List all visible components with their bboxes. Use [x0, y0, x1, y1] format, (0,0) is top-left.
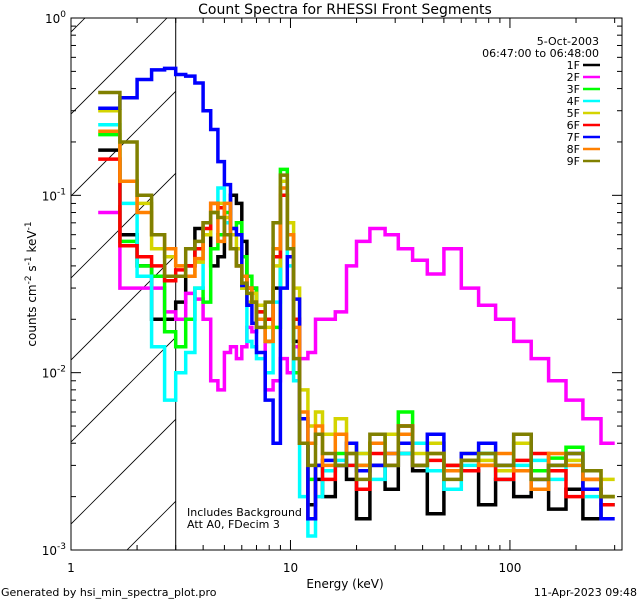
x-tick-labels: 1 10 100: [67, 561, 521, 575]
annotation-background: Includes Background: [187, 506, 302, 519]
axis-ticks: [70, 18, 622, 551]
time-range-label: 06:47:00 to 06:48:00: [482, 47, 599, 60]
x-tick-label: 10: [283, 561, 298, 575]
legend-label-1F: 1F: [567, 59, 580, 72]
plot-frame: [70, 17, 623, 551]
legend-label-7F: 7F: [567, 131, 580, 144]
legend-label-5F: 5F: [567, 107, 580, 120]
series-line-7F: [98, 66, 615, 521]
y-tick-label: 100: [45, 10, 66, 26]
annotation-attenuator: Att A0, FDecim 3: [187, 518, 280, 531]
footer-timestamp: 11-Apr-2023 09:48: [534, 586, 637, 599]
y-tick-label: 10-3: [42, 542, 66, 558]
x-axis-label: Energy (keV): [306, 577, 383, 591]
y-tick-label: 10-1: [42, 187, 66, 203]
x-tick-label: 1: [67, 561, 75, 575]
hatch-line: [71, 18, 86, 33]
series-line-8F: [98, 129, 615, 499]
hatch-line: [71, 172, 176, 279]
date-label: 5-Oct-2003: [537, 35, 599, 48]
x-tick-label: 100: [498, 561, 521, 575]
legend-label-2F: 2F: [567, 71, 580, 84]
y-tick-labels: 100 10-1 10-2 10-3: [42, 10, 67, 558]
legend-label-3F: 3F: [567, 83, 580, 96]
chart-title: Count Spectra for RHESSI Front Segments: [198, 2, 492, 18]
legend-label-8F: 8F: [567, 143, 580, 156]
hatch-line: [71, 18, 168, 115]
legend-label-9F: 9F: [567, 155, 580, 168]
legend-label-6F: 6F: [567, 119, 580, 132]
series-line-9F: [98, 90, 615, 499]
legend-label-4F: 4F: [567, 95, 580, 108]
series-line-5F: [98, 108, 615, 482]
series-group: [98, 66, 615, 538]
y-tick-label: 10-2: [42, 365, 66, 381]
excluded-energy-hatch: [71, 18, 176, 550]
y-axis-label: counts cm-2 s-1 keV-1: [24, 221, 39, 346]
footer-generated-by: Generated by hsi_min_spectra_plot.pro: [1, 586, 217, 599]
hatch-line: [71, 418, 176, 525]
